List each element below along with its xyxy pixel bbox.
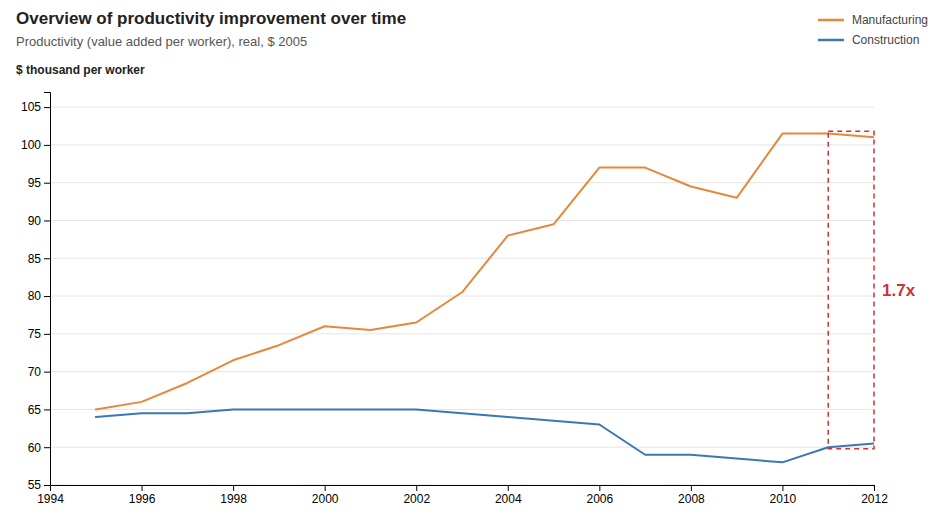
tick: 1996 (129, 485, 156, 506)
tick-mark (44, 107, 50, 108)
legend-label: Construction (852, 33, 919, 47)
chart: Overview of productivity improvement ove… (0, 0, 944, 521)
tick-label: 2002 (403, 492, 430, 506)
tick-label: 1998 (220, 492, 247, 506)
tick-label: 85 (28, 252, 42, 266)
tick-mark (44, 334, 50, 335)
tick-mark (44, 296, 50, 297)
grid-line (50, 220, 874, 221)
tick-mark (44, 372, 50, 373)
tick-label: 2012 (861, 492, 888, 506)
tick: 100 (21, 138, 50, 152)
tick: 65 (28, 403, 50, 417)
legend-item: Construction (818, 33, 919, 47)
axis-line (51, 486, 875, 492)
tick: 70 (28, 365, 50, 379)
tick-mark (508, 485, 509, 491)
tick: 105 (21, 100, 50, 114)
grid-line (50, 107, 874, 108)
tick-label: 1996 (129, 492, 156, 506)
grid-line (50, 296, 874, 297)
tick-label: 90 (28, 214, 42, 228)
tick-mark (44, 145, 50, 146)
series-group (96, 134, 874, 463)
tick-label: 2004 (495, 492, 522, 506)
tick-mark (44, 485, 50, 486)
tick-label: 80 (28, 289, 42, 303)
title: Overview of productivity improvement ove… (16, 9, 406, 28)
legend-item: Manufacturing (818, 13, 928, 27)
tick-label: 2008 (678, 492, 705, 506)
tick: 80 (28, 289, 50, 303)
tick: 2002 (403, 485, 430, 506)
annotation-text: 1.7x (882, 281, 916, 300)
annotation-box (828, 131, 874, 448)
tick: 75 (28, 327, 50, 341)
tick: 2012 (861, 485, 888, 506)
tick-label: 55 (28, 478, 42, 492)
tick: 95 (28, 176, 50, 190)
grid-line (50, 182, 874, 183)
tick-mark (691, 485, 692, 491)
tick: 1994 (37, 485, 64, 506)
tick: 2010 (770, 485, 797, 506)
tick: 85 (28, 252, 50, 266)
grid-line (50, 447, 874, 448)
legend-swatch (818, 19, 844, 22)
tick-mark (44, 409, 50, 410)
line (96, 134, 874, 410)
tick: 55 (28, 478, 50, 492)
subtitle: Productivity (value added per worker), r… (16, 34, 307, 49)
x-axis: 1994 1996 1998 2000 2002 2004 2006 2008 2010 2012 (37, 485, 888, 506)
tick-label: 60 (28, 441, 42, 455)
annotations: 1.7x (828, 131, 915, 448)
tick-mark (44, 447, 50, 448)
tick-label: 1994 (37, 492, 64, 506)
tick-mark (599, 485, 600, 491)
grid-line (50, 409, 874, 410)
tick-label: 95 (28, 176, 42, 190)
tick-mark (142, 485, 143, 491)
tick-label: 65 (28, 403, 42, 417)
tick-label: 2000 (312, 492, 339, 506)
tick-label: 2010 (770, 492, 797, 506)
grid-line (50, 333, 874, 334)
tick-mark (782, 485, 783, 491)
tick-label: 105 (21, 100, 41, 114)
plot: 1994 1996 1998 2000 2002 2004 2006 2008 2010 2012… (21, 93, 916, 506)
tick: 2006 (586, 485, 613, 506)
tick-label: 2006 (586, 492, 613, 506)
tick: 60 (28, 441, 50, 455)
tick-mark (874, 485, 875, 491)
tick: 2000 (312, 485, 339, 506)
tick-mark (44, 258, 50, 259)
grid-line (50, 144, 874, 145)
tick: 2004 (495, 485, 522, 506)
tick-mark (325, 485, 326, 491)
axis-line (44, 93, 51, 486)
legend: Manufacturing Construction (818, 13, 928, 47)
line (96, 409, 874, 462)
tick: 2008 (678, 485, 705, 506)
tick: 1998 (220, 485, 247, 506)
tick-label: 75 (28, 327, 42, 341)
tick: 90 (28, 214, 50, 228)
grid-line (50, 371, 874, 372)
tick-mark (233, 485, 234, 491)
grid (50, 107, 874, 485)
tick-label: 100 (21, 138, 41, 152)
tick-mark (416, 485, 417, 491)
axis-title: $ thousand per worker (16, 63, 145, 77)
legend-swatch (818, 39, 844, 42)
tick-mark (44, 220, 50, 221)
grid-line (50, 258, 874, 259)
tick-label: 70 (28, 365, 42, 379)
legend-label: Manufacturing (852, 13, 928, 27)
tick-mark (44, 183, 50, 184)
y-axis: 55 60 65 70 75 80 85 90 95 100 105 (21, 93, 51, 493)
